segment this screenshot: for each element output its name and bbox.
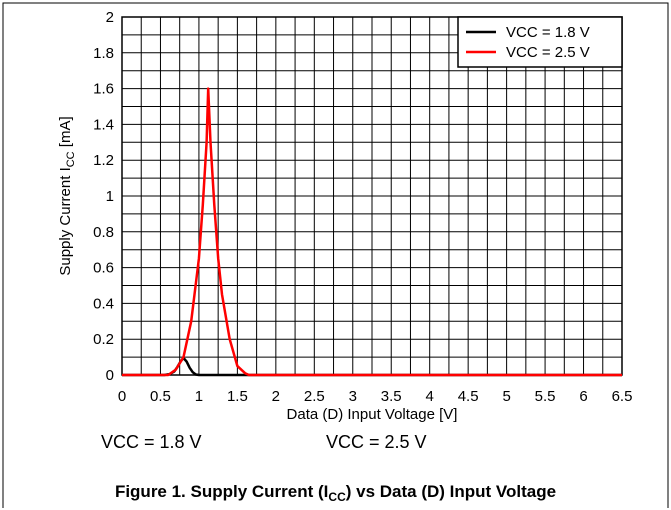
y-tick-label: 1 [106,188,114,205]
y-tick-label: 0 [106,367,114,384]
x-axis-label: Data (D) Input Voltage [V] [287,406,458,423]
series-line [122,87,622,377]
y-tick-label: 0.2 [93,331,114,348]
note-vcc-2-5: VCC = 2.5 V [326,432,427,452]
y-tick-label: 1.6 [93,81,114,98]
x-tick-label: 2 [272,388,280,405]
plot-grid [122,17,622,375]
x-tick-label: 4 [426,388,434,405]
y-axis-label-sub: CC [65,151,77,167]
caption-subscript: CC [328,490,346,504]
x-tick-label: 6.5 [612,388,633,405]
figure-caption: Figure 1. Supply Current (ICC) vs Data (… [0,482,671,504]
x-tick-label: 5 [502,388,510,405]
x-tick-label: 5.5 [535,388,556,405]
legend: VCC = 1.8 V VCC = 2.5 V [457,16,623,68]
y-tick-label: 0.6 [93,260,114,277]
x-tick-label: 3 [349,388,357,405]
y-axis-label-unit: [mA] [57,116,74,151]
y-tick-label: 2 [106,9,114,26]
legend-label: VCC = 2.5 V [506,44,590,61]
y-axis-label: Supply Current ICC [mA] [57,116,77,275]
x-tick-label: 1.5 [227,388,248,405]
x-tick-label: 2.5 [304,388,325,405]
x-tick-label: 6 [579,388,587,405]
x-tick-label: 3.5 [381,388,402,405]
x-tick-labels: 0 0.5 1 1.5 2 2.5 3 3.5 4 4.5 5 5.5 6 6.5 [118,388,633,405]
y-axis-label-main: Supply Current I [57,167,74,275]
y-tick-label: 1.8 [93,45,114,62]
x-tick-label: 4.5 [458,388,479,405]
series-layer [122,87,622,377]
y-tick-label: 0.4 [93,295,114,312]
legend-label: VCC = 1.8 V [506,24,590,41]
y-tick-label: 1.2 [93,152,114,169]
y-tick-label: 0.8 [93,224,114,241]
caption-text-after: ) vs Data (D) Input Voltage [345,482,557,501]
y-tick-labels: 0 0.2 0.4 0.6 0.8 1 1.2 1.4 1.6 1.8 2 [93,9,114,384]
x-tick-label: 0.5 [150,388,171,405]
x-tick-label: 1 [195,388,203,405]
note-vcc-1-8: VCC = 1.8 V [101,432,202,452]
caption-text-before: Figure 1. Supply Current (I [114,482,329,501]
x-tick-label: 0 [118,388,126,405]
legend-box [457,16,623,68]
y-tick-label: 1.4 [93,116,114,133]
